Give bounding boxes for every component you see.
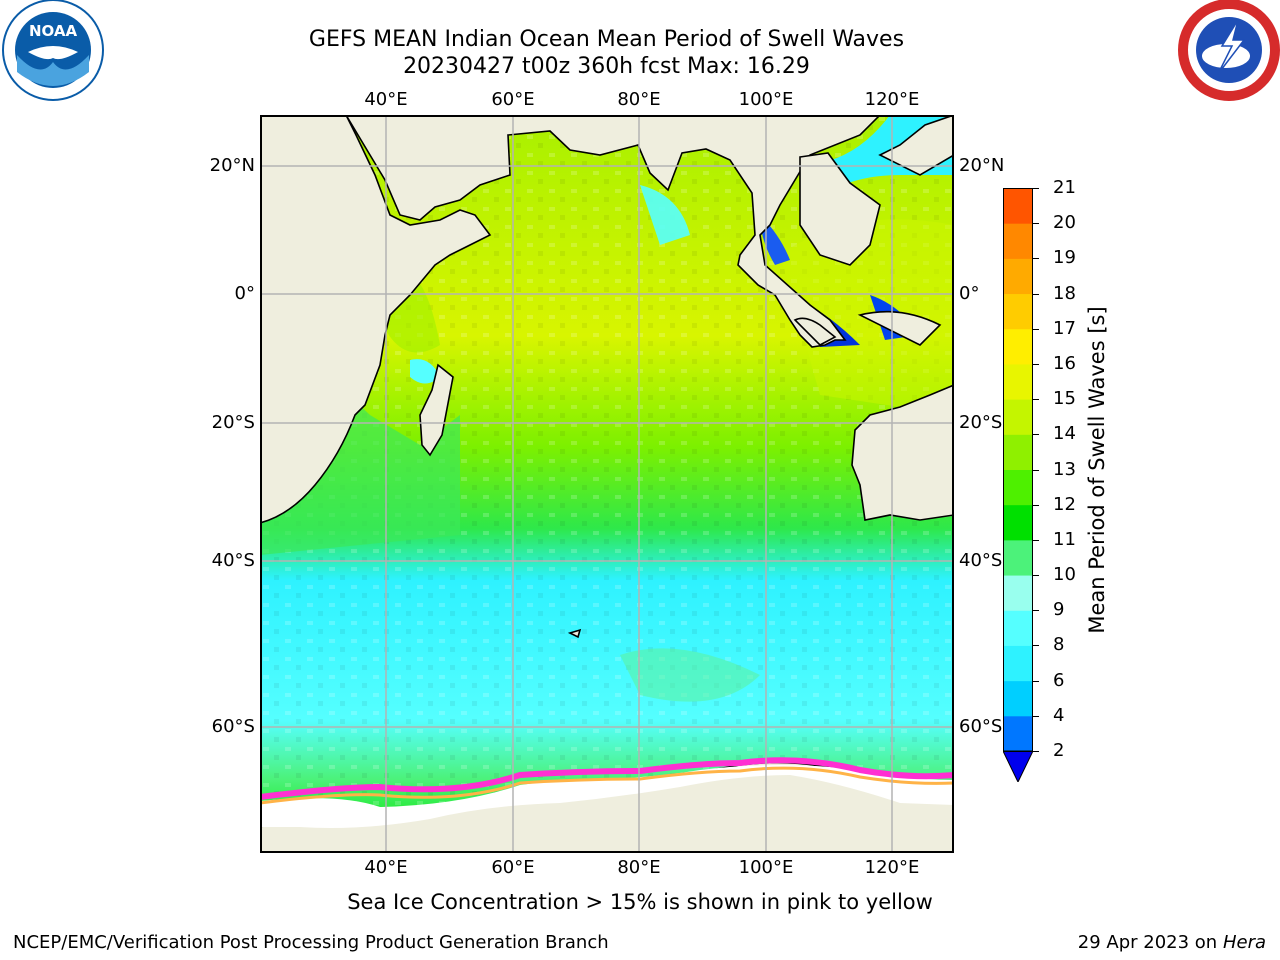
colorbar-title: Mean Period of Swell Waves [s] [1085, 306, 1109, 634]
lat-tick-right: 20°S [959, 412, 1003, 433]
colorbar-tick-mark [1033, 293, 1039, 295]
colorbar-tick-label: 8 [1053, 634, 1065, 656]
colorbar-segment [1003, 188, 1033, 224]
colorbar-tick-mark [1033, 258, 1039, 260]
nws-logo [1178, 0, 1280, 101]
noaa-logo-text: NOAA [29, 22, 78, 40]
sea-ice-edge [260, 757, 954, 800]
colorbar-tick-mark [1033, 751, 1039, 752]
footer-date: 29 Apr 2023 on Hera [1078, 932, 1266, 953]
lat-tick-left: 20°N [209, 155, 255, 176]
colorbar-tick-label: 15 [1053, 388, 1076, 410]
colorbar-tick-mark [1033, 504, 1039, 506]
lon-tick-bottom: 40°E [364, 857, 408, 878]
colorbar-segment [1003, 258, 1033, 295]
lat-tick-left: 40°S [211, 550, 255, 571]
lon-tick-bottom: 120°E [864, 857, 920, 878]
footer-machine: Hera [1222, 932, 1266, 953]
lon-tick-bottom: 60°E [491, 857, 535, 878]
lat-tick-left: 0° [234, 283, 255, 304]
colorbar-tick-mark [1033, 399, 1039, 401]
colorbar [1003, 188, 1033, 782]
graticule [260, 115, 954, 853]
colorbar-tick-label: 6 [1053, 669, 1065, 691]
map-title-line1: GEFS MEAN Indian Ocean Mean Period of Sw… [308, 27, 905, 52]
colorbar-tick-mark [1033, 223, 1039, 225]
colorbar-segment [1003, 575, 1033, 611]
colorbar-tick-mark [1033, 539, 1039, 541]
lat-tick-left: 60°S [211, 716, 255, 737]
lat-tick-right: 60°S [959, 716, 1003, 737]
colorbar-tick-label: 10 [1053, 564, 1076, 586]
colorbar-tick-label: 18 [1053, 282, 1076, 304]
lon-tick-top: 100°E [738, 89, 794, 110]
colorbar-segment [1003, 223, 1033, 259]
colorbar-segment [1003, 469, 1033, 506]
lon-tick-top: 80°E [617, 89, 661, 110]
madagascar [419, 363, 454, 457]
noaa-logo: NOAA [2, 0, 104, 101]
lon-tick-bottom: 100°E [738, 857, 794, 878]
colorbar-tick-label: 13 [1053, 458, 1076, 480]
colorbar-tick-mark [1033, 715, 1039, 717]
colorbar-extend-triangle [1003, 750, 1033, 782]
colorbar-tick-label: 9 [1053, 599, 1065, 621]
lat-tick-right: 0° [959, 283, 980, 304]
colorbar-segment [1003, 645, 1033, 682]
colorbar-tick-mark [1033, 469, 1039, 471]
colorbar-tick-label: 17 [1053, 317, 1076, 339]
colorbar-tick-label: 2 [1053, 740, 1065, 761]
lon-tick-top: 60°E [491, 89, 535, 110]
colorbar-tick-mark [1033, 188, 1039, 189]
colorbar-segment [1003, 434, 1033, 470]
map-title-line2: 20230427 t00z 360h fcst Max: 16.29 [403, 54, 810, 79]
colorbar-tick-label: 19 [1053, 247, 1076, 269]
colorbar-tick-mark [1033, 575, 1039, 577]
footer-credit: NCEP/EMC/Verification Post Processing Pr… [13, 932, 609, 953]
colorbar-tick-label: 12 [1053, 493, 1076, 515]
colorbar-frame [1003, 188, 1033, 752]
lon-tick-top: 40°E [364, 89, 408, 110]
land-masses [260, 115, 954, 853]
colorbar-segment [1003, 328, 1033, 365]
australia [851, 384, 954, 521]
colorbar-segment [1003, 539, 1033, 576]
colorbar-tick-label: 14 [1053, 423, 1076, 445]
colorbar-segment [1003, 363, 1033, 400]
colorbar-segment [1003, 715, 1033, 752]
colorbar-tick-label: 11 [1053, 528, 1076, 550]
colorbar-tick-label: 21 [1053, 177, 1076, 198]
colorbar-segment [1003, 610, 1033, 646]
colorbar-tick-mark [1033, 328, 1039, 330]
colorbar-tick-label: 20 [1053, 212, 1076, 234]
colorbar-tick-label: 16 [1053, 352, 1076, 374]
footer-date-text: 29 Apr 2023 on [1077, 932, 1223, 953]
sea-ice-caption: Sea Ice Concentration > 15% is shown in … [347, 890, 933, 914]
lon-tick-bottom: 80°E [617, 857, 661, 878]
lon-tick-top: 120°E [864, 89, 920, 110]
colorbar-segment [1003, 399, 1033, 435]
lat-tick-right: 40°S [959, 550, 1003, 571]
colorbar-tick-mark [1033, 645, 1039, 647]
colorbar-tick-label: 4 [1053, 704, 1065, 726]
colorbar-segment [1003, 680, 1033, 717]
colorbar-tick-mark [1033, 363, 1039, 365]
swell-period-map [260, 115, 954, 853]
lat-tick-left: 20°S [211, 412, 255, 433]
colorbar-tick-mark [1033, 610, 1039, 612]
colorbar-segment [1003, 293, 1033, 330]
lat-tick-right: 20°N [959, 155, 1005, 176]
colorbar-tick-mark [1033, 680, 1039, 682]
map-frame [260, 115, 954, 853]
colorbar-tick-mark [1033, 434, 1039, 436]
colorbar-segment [1003, 504, 1033, 541]
